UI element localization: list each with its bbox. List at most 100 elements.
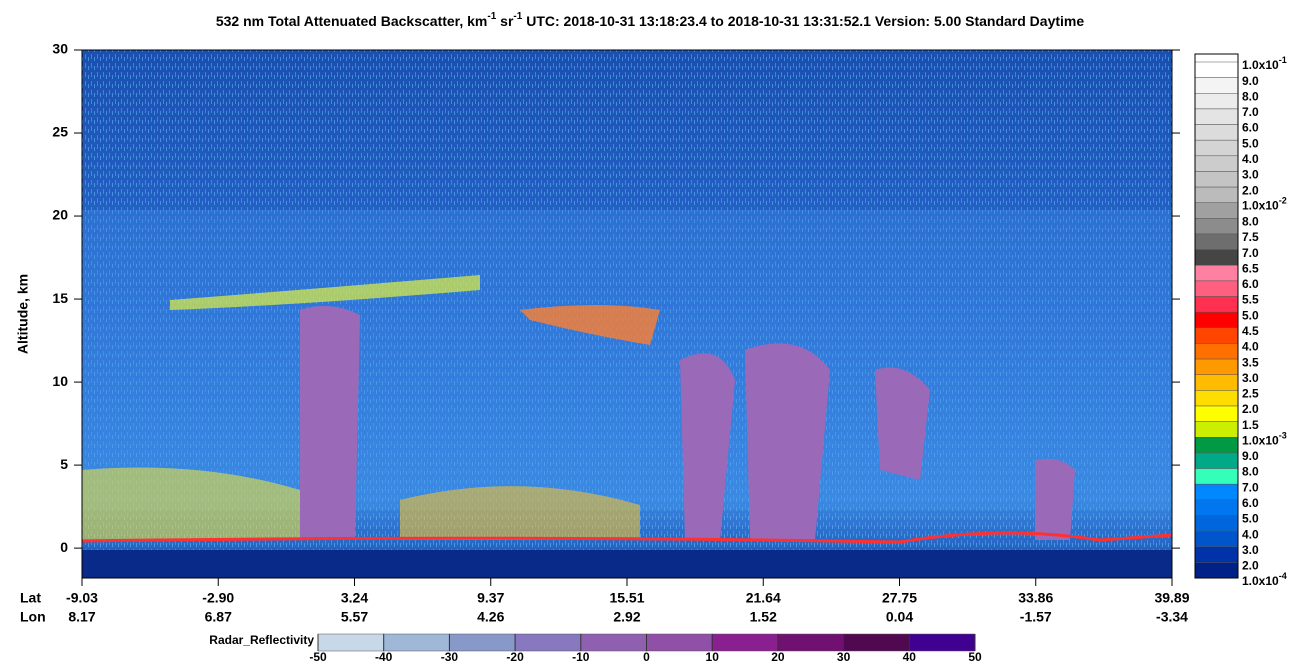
colorbar-label: 2.5 [1242,387,1259,401]
colorbar-label-base: 1.0x10 [1242,58,1279,72]
colorbar-swatch [1194,280,1239,297]
colorbar-label: 6.0 [1242,496,1259,510]
lon-label: 2.92 [613,609,640,625]
title-segment: UTC: 2018-10-31 13:18:23.4 to 2018-10-31… [522,13,1084,29]
colorbar-swatch [1194,77,1239,94]
lat-label: 3.24 [341,590,368,606]
lat-label: 9.37 [477,590,504,606]
radar-swatch [383,633,450,652]
colorbar-swatch [1194,374,1239,391]
radar-tick-label: 20 [771,650,785,664]
colorbar-swatch [1194,108,1239,125]
lon-label: 4.26 [477,609,504,625]
radar-swatch [711,633,779,652]
title-segment: sr [496,13,514,29]
colorbar-swatch [1194,530,1239,547]
colorbar-swatch [1194,202,1239,219]
lat-label: -9.03 [66,590,98,606]
colorbar-swatch [1194,296,1239,313]
colorbar-label: 3.0 [1242,543,1259,557]
colorbar-swatch [1194,452,1239,469]
radar-label: Radar_Reflectivity [209,633,314,647]
lon-label: 5.57 [341,609,368,625]
colorbar-label: 1.5 [1242,418,1259,432]
radar-tick-label: -10 [572,650,590,664]
colorbar-swatch [1194,265,1239,282]
radar-tick-label: -40 [375,650,393,664]
y-tick-label: 20 [52,207,68,223]
colorbar-swatch [1194,93,1239,110]
radar-tick-label: 10 [706,650,720,664]
chart-title: 532 nm Total Attenuated Backscatter, km-… [216,11,1085,29]
radar-tick-label: 30 [837,650,851,664]
colorbar-swatch [1194,343,1239,360]
colorbar-label-exp: -3 [1279,431,1287,441]
colorbar-swatch [1194,218,1239,235]
colorbar-swatch [1194,437,1239,454]
colorbar-label: 5.0 [1242,136,1259,150]
y-tick-label: 10 [52,373,68,389]
colorbar-swatch [1194,233,1239,250]
colorbar-swatch [1194,171,1239,188]
colorbar-label: 1.0x10-1 [1242,55,1287,72]
lon-label: -1.57 [1020,609,1052,625]
colorbar-swatch [1194,421,1239,438]
colorbar-label-exp: -2 [1279,196,1287,206]
radar-tick-label: 0 [643,650,650,664]
colorbar-label: 4.0 [1242,340,1259,354]
colorbar-label: 9.0 [1242,449,1259,463]
colorbar-label: 5.0 [1242,308,1259,322]
y-tick-label: 30 [52,41,68,57]
colorbar-label: 8.0 [1242,465,1259,479]
colorbar-label: 9.0 [1242,74,1259,88]
colorbar-swatch [1194,546,1239,563]
radar-swatch [646,633,713,652]
colorbar-label: 7.0 [1242,105,1259,119]
colorbar-label: 6.0 [1242,277,1259,291]
title-segment: -1 [513,11,522,22]
colorbar-swatch [1194,327,1239,344]
colorbar-swatch [1194,61,1239,78]
lon-label: -3.34 [1156,609,1188,625]
colorbar-label: 2.0 [1242,402,1259,416]
lat-label: 21.64 [746,590,781,606]
colorbar-label: 1.0x10-2 [1242,196,1287,213]
colorbar-label: 3.0 [1242,168,1259,182]
colorbar-swatch [1194,405,1239,422]
lon-label: 8.17 [68,609,95,625]
lat-label: -2.90 [202,590,234,606]
colorbar-label: 5.5 [1242,293,1259,307]
x-row-label: Lat [20,590,41,606]
colorbar-label: 2.0 [1242,183,1259,197]
colorbar-label: 7.0 [1242,246,1259,260]
colorbar-swatch [1194,311,1239,329]
colorbar-label: 4.0 [1242,527,1259,541]
colorbar-swatch [1194,515,1239,532]
colorbar-swatch [1194,468,1239,485]
y-tick-label: 15 [52,290,68,306]
colorbar-label: 3.5 [1242,355,1259,369]
lat-label: 39.89 [1154,590,1189,606]
radar-swatch [843,633,910,652]
colorbar-swatch [1194,499,1239,516]
colorbar-label: 3.0 [1242,371,1259,385]
colorbar-swatch [1194,139,1239,157]
y-tick-label: 0 [60,539,68,555]
colorbar-swatch [1194,155,1239,172]
radar-swatch [449,633,516,652]
colorbar-label: 1.0x10-4 [1242,571,1287,588]
radar-tick-label: -50 [309,650,327,664]
lon-label: 0.04 [886,609,913,625]
radar-swatch [777,633,844,652]
lon-label: 1.52 [750,609,777,625]
lat-label: 27.75 [882,590,917,606]
lat-label: 33.86 [1018,590,1053,606]
colorbar-label-exp: -1 [1279,55,1287,65]
y-axis-label: Altitude, km [15,274,31,354]
colorbar-label-base: 1.0x10 [1242,433,1279,447]
colorbar-label: 8.0 [1242,215,1259,229]
y-tick-label: 25 [52,124,68,140]
colorbar-label: 6.5 [1242,261,1259,275]
colorbar-label: 5.0 [1242,512,1259,526]
lat-label: 15.51 [609,590,644,606]
